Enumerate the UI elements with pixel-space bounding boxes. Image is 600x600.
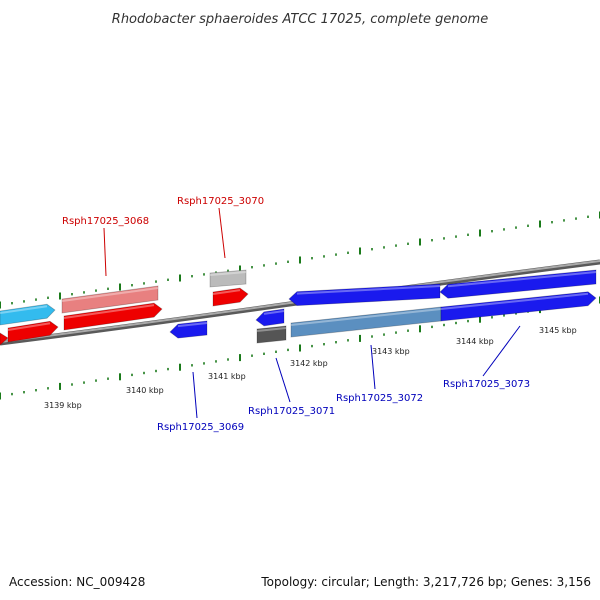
feature-pink-3068[interactable] xyxy=(61,285,159,314)
feature-blue-3073-right-highlight xyxy=(440,292,589,310)
feature-blue-upper-right-highlight xyxy=(447,271,597,288)
gene-label-3069[interactable]: Rsph17025_3069 xyxy=(157,422,244,433)
feature-blue-small[interactable] xyxy=(255,308,285,327)
scale-label: 3143 kbp xyxy=(372,347,410,356)
feature-red-left-small[interactable] xyxy=(0,332,9,346)
feature-cyan-left[interactable] xyxy=(0,303,56,326)
feature-blue-3069-highlight xyxy=(177,322,208,328)
feature-track xyxy=(0,269,597,346)
genome-summary-text: Topology: circular; Length: 3,217,726 bp… xyxy=(260,575,591,589)
leader-line xyxy=(218,207,226,259)
feature-blue-upper-left[interactable] xyxy=(288,283,441,307)
feature-darkgrey-3071[interactable] xyxy=(256,325,287,344)
leader-line xyxy=(103,227,107,277)
feature-red-3068[interactable] xyxy=(63,302,163,331)
leader-line xyxy=(370,344,376,390)
scale-label: 3140 kbp xyxy=(126,386,164,395)
gene-label-3072[interactable]: Rsph17025_3072 xyxy=(336,393,423,404)
feature-blue-3069[interactable] xyxy=(169,320,208,339)
leader-line xyxy=(192,371,198,419)
gene-label-3071[interactable]: Rsph17025_3071 xyxy=(248,406,335,417)
gene-label-3068[interactable]: Rsph17025_3068 xyxy=(62,216,149,227)
scale-label: 3145 kbp xyxy=(539,326,577,335)
leader-line xyxy=(275,357,291,403)
scale-label: 3139 kbp xyxy=(44,401,82,410)
feature-steelblue-3072-highlight xyxy=(290,308,442,326)
genome-title: Rhodobacter sphaeroides ATCC 17025, comp… xyxy=(112,12,488,27)
feature-red-3068-highlight xyxy=(63,304,155,319)
scale-label: 3144 kbp xyxy=(456,337,494,346)
feature-red-left-highlight xyxy=(7,322,51,331)
feature-red-3070[interactable] xyxy=(212,287,249,307)
gene-label-3070[interactable]: Rsph17025_3070 xyxy=(177,196,264,207)
feature-pink-3068-highlight xyxy=(61,287,159,302)
scale-label: 3142 kbp xyxy=(290,359,328,368)
feature-blue-upper-right[interactable] xyxy=(439,269,597,299)
genome-backbone xyxy=(0,259,600,346)
gene-label-3073[interactable]: Rsph17025_3073 xyxy=(443,379,530,390)
feature-blue-upper-left-highlight xyxy=(296,285,441,295)
feature-darkgrey-3071-highlight xyxy=(256,327,287,332)
feature-red-left[interactable] xyxy=(7,320,59,343)
feature-red-3070-highlight xyxy=(212,289,241,295)
feature-grey-3070-highlight xyxy=(209,271,247,276)
accession-text: Accession: NC_009428 xyxy=(9,575,145,589)
feature-cyan-left-highlight xyxy=(0,305,48,314)
label-leaders xyxy=(103,207,521,419)
feature-grey-3070[interactable] xyxy=(209,269,247,288)
scale-labels: 3139 kbp 3140 kbp 3141 kbp 3142 kbp 3143… xyxy=(44,326,577,410)
feature-blue-3073-right[interactable] xyxy=(440,291,597,322)
scale-label: 3141 kbp xyxy=(208,372,246,381)
gene-labels: Rsph17025_3068 Rsph17025_3070 Rsph17025_… xyxy=(62,196,530,433)
feature-blue-small-highlight xyxy=(263,310,285,315)
leader-line xyxy=(482,325,521,377)
